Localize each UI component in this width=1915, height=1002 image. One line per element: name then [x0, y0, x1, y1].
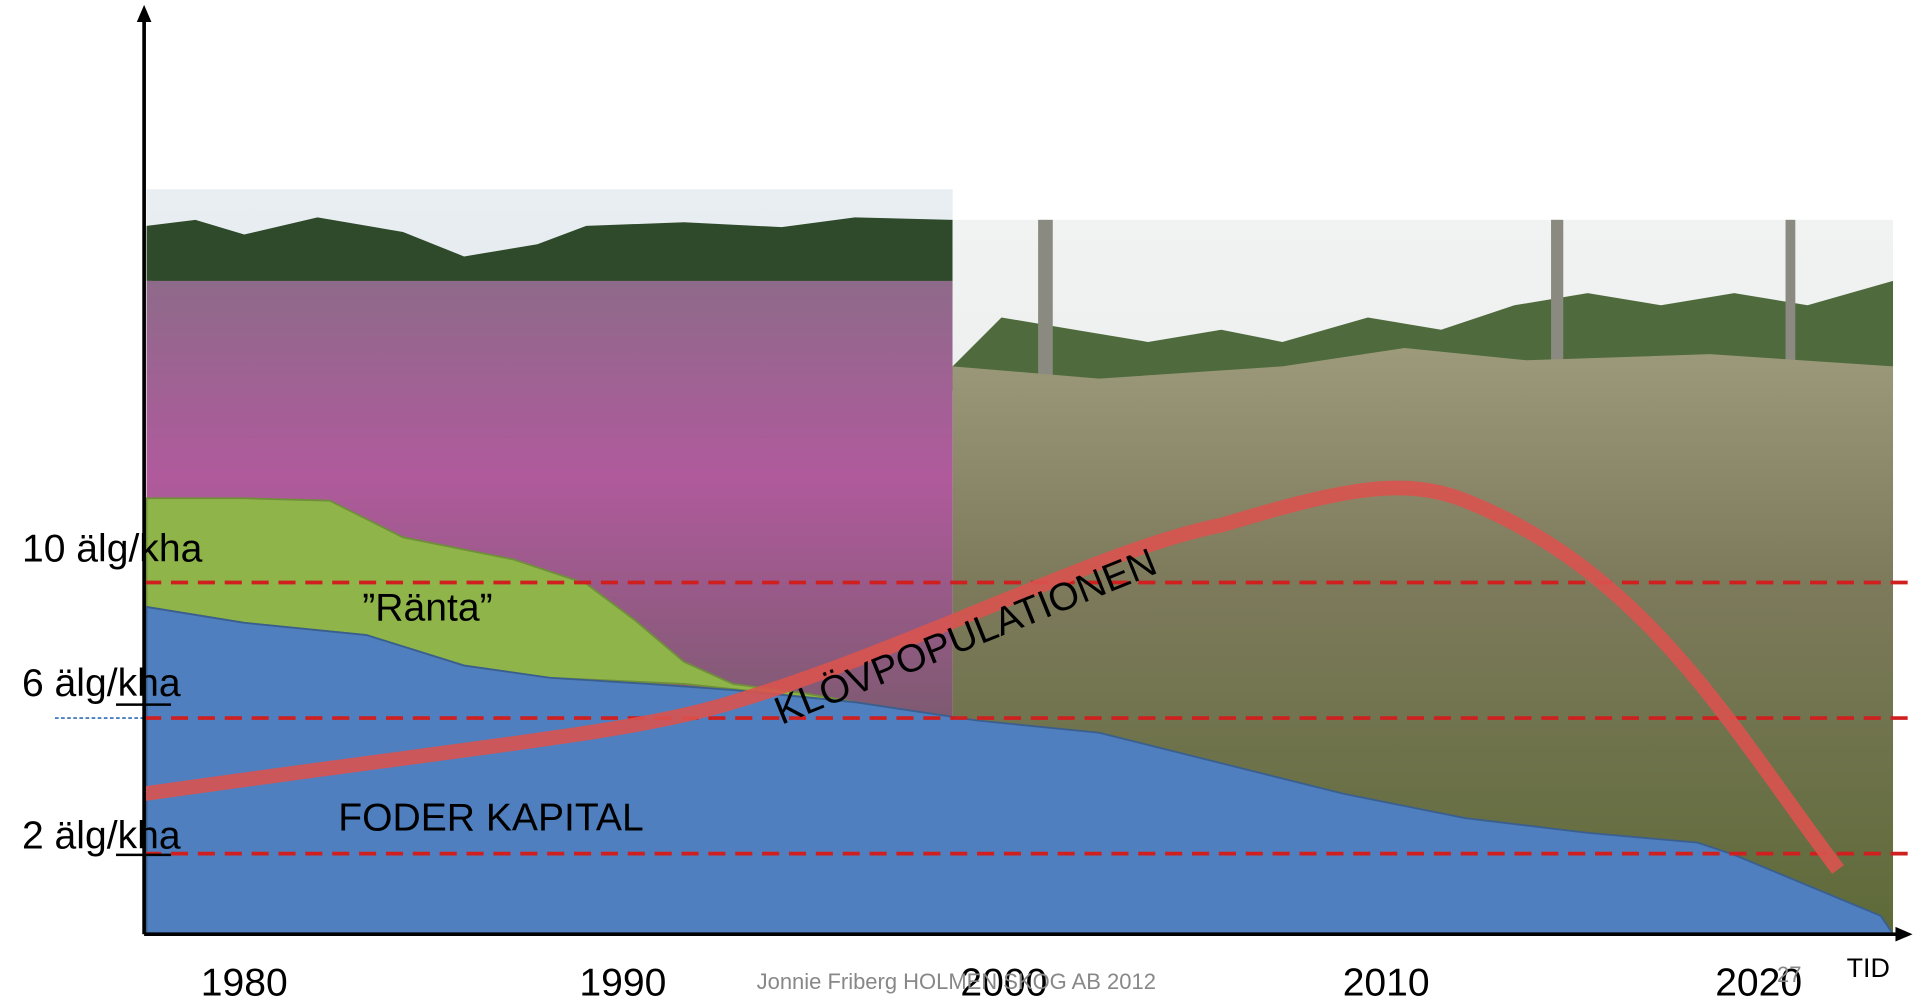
x-label: 1990 [579, 961, 666, 1002]
y-arrow [137, 5, 152, 22]
x-label: 2010 [1343, 961, 1430, 1002]
y-label: 6 älg/kha [22, 662, 181, 705]
tree-trunk [1786, 220, 1796, 367]
page-number: 27 [1777, 962, 1801, 987]
y-label: 2 älg/kha [22, 815, 181, 858]
y-label: 10 älg/kha [22, 528, 203, 571]
x-label: 1980 [201, 961, 288, 1002]
x-arrow [1895, 927, 1912, 942]
capital-label: FODER KAPITAL [338, 796, 643, 839]
x-title: TID [1847, 953, 1890, 983]
slide: 10 älg/kha 6 älg/kha 2 älg/kha 1980 1990… [0, 0, 1915, 1002]
interest-label: ”Ränta” [362, 586, 492, 629]
footer: Jonnie Friberg HOLMEN SKOG AB 2012 [757, 969, 1156, 994]
page: 10 älg/kha 6 älg/kha 2 älg/kha 1980 1990… [0, 0, 1915, 1002]
